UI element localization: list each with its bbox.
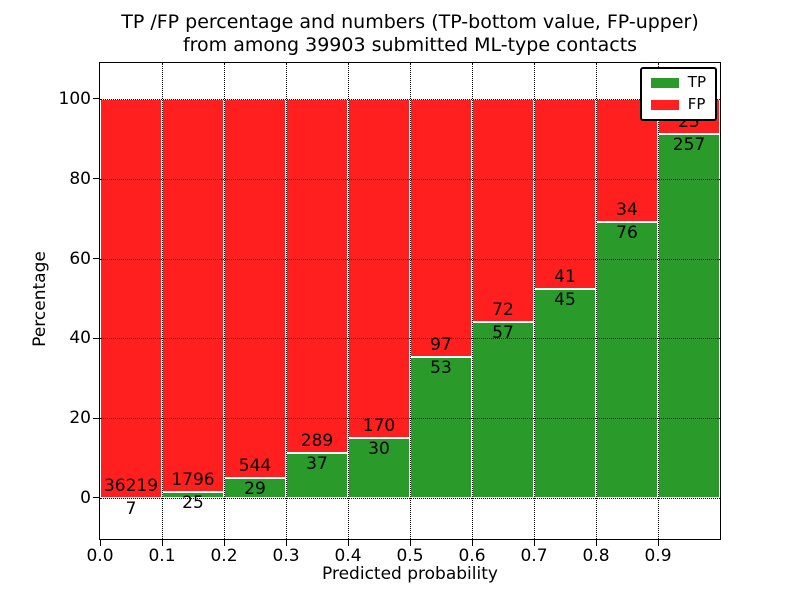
fp-count-label: 36219	[103, 475, 159, 496]
x-tick	[347, 540, 349, 546]
x-tick-label: 0.0	[86, 546, 114, 566]
tp-count-label: 29	[244, 478, 266, 499]
y-tick	[93, 417, 99, 419]
y-tick-label: 40	[69, 328, 91, 349]
v-gridline	[658, 63, 659, 539]
v-gridline	[534, 63, 535, 539]
chart-title-line1: TP /FP percentage and numbers (TP-bottom…	[121, 11, 699, 33]
v-gridline	[286, 63, 287, 539]
x-tick	[285, 540, 287, 546]
y-tick-label: 60	[69, 248, 91, 269]
tp-count-label: 45	[554, 290, 576, 311]
fp-count-label: 34	[616, 200, 638, 221]
tp-bar-segment	[472, 321, 534, 498]
fp-legend-swatch	[650, 99, 679, 110]
y-tick-label: 100	[58, 88, 91, 109]
y-tick	[93, 337, 99, 339]
tp-legend-swatch	[650, 77, 679, 88]
tp-bar-segment	[658, 134, 720, 498]
fp-bar-segment	[224, 98, 286, 478]
tp-legend-label: TP	[687, 73, 706, 91]
x-tick-label: 0.5	[396, 546, 424, 566]
x-tick-label: 0.7	[520, 546, 548, 566]
y-tick	[93, 258, 99, 259]
tp-count-label: 7	[125, 498, 137, 519]
x-tick-label: 0.3	[272, 546, 300, 566]
fp-count-label: 41	[554, 267, 576, 288]
fp-count-label: 544	[238, 455, 272, 476]
x-tick-label: 0.8	[582, 546, 610, 566]
x-tick-label: 0.2	[210, 546, 238, 566]
x-tick	[471, 540, 473, 546]
tp-bar-segment	[410, 356, 472, 498]
fp-bar-segment	[596, 98, 658, 223]
fp-bar-segment	[472, 98, 534, 322]
y-tick-label: 80	[69, 168, 91, 189]
v-gridline	[596, 63, 597, 539]
y-tick-label: 20	[69, 408, 91, 429]
fp-count-label: 170	[362, 416, 396, 437]
tp-bar-segment	[596, 222, 658, 498]
chart-title: TP /FP percentage and numbers (TP-bottom…	[100, 11, 720, 57]
v-gridline	[224, 63, 225, 539]
tp-count-label: 37	[306, 453, 328, 474]
fp-bar-segment	[100, 98, 162, 498]
fp-count-label: 1796	[171, 470, 215, 491]
x-tick	[533, 540, 535, 546]
legend-row-fp: FP	[650, 95, 706, 113]
x-tick-label: 0.4	[334, 546, 362, 566]
x-tick	[409, 540, 411, 546]
tp-count-label: 257	[672, 135, 706, 156]
fp-bar-segment	[534, 98, 596, 290]
tp-count-label: 57	[492, 322, 514, 343]
x-tick	[223, 540, 225, 546]
fp-count-label: 72	[492, 299, 514, 320]
fp-bar-segment	[162, 98, 224, 493]
x-tick	[595, 540, 597, 546]
x-tick-label: 0.1	[148, 546, 176, 566]
v-gridline	[162, 63, 163, 539]
tp-count-label: 76	[616, 223, 638, 244]
tp-count-label: 30	[368, 439, 390, 460]
fp-count-label: 289	[300, 430, 334, 451]
x-tick	[657, 540, 659, 546]
x-axis-label: Predicted probability	[322, 564, 498, 584]
v-gridline	[472, 63, 473, 539]
tp-bar-segment	[534, 289, 596, 498]
x-tick-label: 0.6	[458, 546, 486, 566]
y-tick	[93, 497, 99, 499]
fp-count-label: 97	[430, 334, 452, 355]
y-tick-label: 0	[80, 487, 91, 508]
legend: TP FP	[639, 67, 717, 121]
fp-bar-segment	[286, 98, 348, 453]
fp-bar-segment	[348, 98, 410, 439]
legend-row-tp: TP	[650, 73, 706, 91]
x-tick-label: 0.9	[644, 546, 672, 566]
fp-legend-label: FP	[687, 95, 706, 113]
y-tick	[93, 98, 99, 100]
chart-title-line2: from among 39903 submitted ML-type conta…	[182, 34, 638, 56]
tp-count-label: 25	[182, 493, 204, 514]
plot-area: 36219 7 1796 25 544 29 289 37 170 30 97 53 72 57 41 45 3…	[99, 62, 721, 540]
x-tick	[99, 540, 101, 546]
tp-count-label: 53	[430, 357, 452, 378]
v-gridline	[410, 63, 411, 539]
v-gridline	[348, 63, 349, 539]
fp-bar-segment	[410, 98, 472, 357]
y-tick	[93, 178, 99, 180]
x-tick	[161, 540, 163, 546]
